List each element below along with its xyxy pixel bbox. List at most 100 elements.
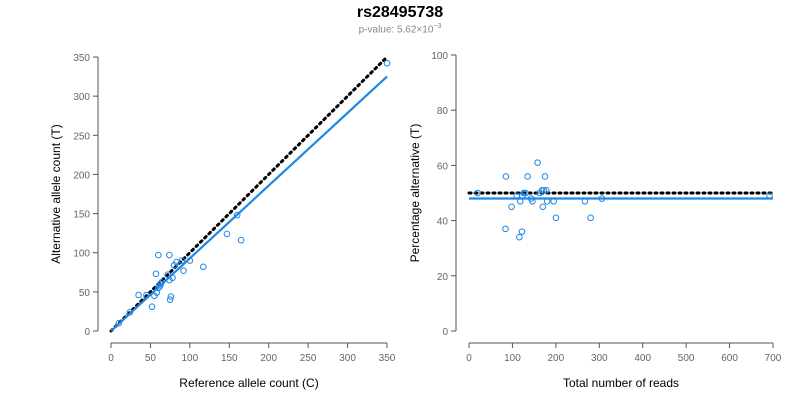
fit-line xyxy=(110,75,388,332)
y-axis-label: Alternative allele count (T) xyxy=(49,124,63,263)
x-tick: 50 xyxy=(145,343,157,364)
x-tick-label: 100 xyxy=(182,353,199,364)
data-point xyxy=(178,257,186,264)
x-tick-label: 600 xyxy=(721,353,738,364)
data-point xyxy=(766,192,773,200)
x-tick: 500 xyxy=(678,343,695,364)
data-point xyxy=(135,291,142,299)
x-tick: 350 xyxy=(379,343,396,364)
x-tick-label: 200 xyxy=(548,353,565,364)
data-point xyxy=(223,230,231,238)
data-point xyxy=(148,303,156,311)
data-point xyxy=(529,197,536,205)
data-point xyxy=(518,228,526,235)
data-point xyxy=(540,186,547,194)
data-point xyxy=(522,189,529,197)
y-tick: 50 xyxy=(79,288,98,299)
x-tick: 300 xyxy=(591,343,608,364)
data-point xyxy=(126,308,134,316)
y-tick-label: 50 xyxy=(79,288,91,299)
y-tick-label: 300 xyxy=(73,92,90,103)
y-tick: 300 xyxy=(73,92,98,103)
y-tick: 200 xyxy=(73,170,98,181)
data-point xyxy=(152,270,160,278)
data-point xyxy=(508,203,515,211)
x-tick: 0 xyxy=(108,343,114,364)
y-axis-label: Percentage alternative (T) xyxy=(408,124,422,263)
y-tick-label: 250 xyxy=(73,131,90,142)
x-tick-label: 500 xyxy=(678,353,695,364)
chart-title: rs28495738 xyxy=(356,4,444,21)
data-point xyxy=(502,225,509,233)
x-tick-label: 250 xyxy=(300,353,317,364)
data-point xyxy=(167,293,175,300)
y-tick: 0 xyxy=(442,327,456,338)
data-point xyxy=(115,319,123,327)
y-tick-label: 100 xyxy=(431,51,448,62)
y-tick-label: 200 xyxy=(73,170,90,181)
x-tick: 700 xyxy=(765,343,782,364)
data-point xyxy=(186,257,194,264)
y-tick: 0 xyxy=(84,327,98,338)
y-tick-label: 40 xyxy=(437,217,449,228)
y-tick: 250 xyxy=(73,131,98,142)
data-point xyxy=(474,189,481,197)
data-point xyxy=(383,59,391,67)
y-tick-label: 20 xyxy=(437,272,449,283)
x-tick: 100 xyxy=(504,343,521,364)
x-tick-label: 700 xyxy=(765,353,782,364)
x-tick-label: 400 xyxy=(634,353,651,364)
x-tick: 100 xyxy=(182,343,199,364)
x-tick: 400 xyxy=(634,343,651,364)
x-tick-label: 200 xyxy=(260,353,277,364)
data-point xyxy=(233,211,241,219)
x-axis-label: Total number of reads xyxy=(563,376,679,390)
x-tick: 600 xyxy=(721,343,738,364)
data-point xyxy=(581,197,589,205)
data-point xyxy=(180,267,187,275)
chart-subtitle: p-value: 5.62×10−3 xyxy=(0,23,800,35)
data-point xyxy=(550,197,557,205)
x-tick: 250 xyxy=(300,343,317,364)
y-tick: 100 xyxy=(431,51,456,62)
y-tick: 100 xyxy=(73,249,98,260)
y-tick-label: 0 xyxy=(442,327,448,338)
x-axis-label: Reference allele count (C) xyxy=(179,376,318,390)
x-tick: 200 xyxy=(548,343,565,364)
percentage-alternative-plot: 0 100 200 300 400 500 600 700 0 20 40 60 80 100 Total … xyxy=(408,51,782,390)
y-tick: 350 xyxy=(73,53,98,64)
y-tick-label: 60 xyxy=(437,161,449,172)
y-tick-label: 350 xyxy=(73,53,90,64)
data-point xyxy=(155,251,162,259)
x-tick-label: 0 xyxy=(108,353,114,364)
y-tick-label: 80 xyxy=(437,106,449,117)
data-point xyxy=(598,195,606,202)
data-point xyxy=(166,296,174,303)
data-point xyxy=(199,263,207,271)
data-point xyxy=(502,173,510,180)
y-tick-label: 100 xyxy=(73,249,90,260)
data-point xyxy=(166,251,173,259)
x-tick-label: 50 xyxy=(145,353,157,364)
data-point xyxy=(156,283,164,290)
data-point xyxy=(587,214,594,222)
x-tick-label: 150 xyxy=(221,353,238,364)
data-point xyxy=(516,197,524,205)
data-point xyxy=(524,173,531,180)
x-tick-label: 0 xyxy=(466,353,472,364)
data-point xyxy=(237,236,245,244)
y-tick: 40 xyxy=(437,217,456,228)
subtitle-prefix: p-value: 5.62×10 xyxy=(358,24,434,36)
x-tick: 300 xyxy=(339,343,356,364)
y-tick: 80 xyxy=(437,106,456,117)
x-tick-label: 100 xyxy=(504,353,521,364)
data-point xyxy=(158,279,165,286)
reference-line xyxy=(109,55,389,333)
y-tick: 20 xyxy=(437,272,456,283)
x-tick: 0 xyxy=(466,343,472,364)
data-point xyxy=(552,214,560,222)
y-tick-label: 0 xyxy=(84,327,90,338)
data-point xyxy=(143,291,150,299)
data-point xyxy=(543,197,551,205)
